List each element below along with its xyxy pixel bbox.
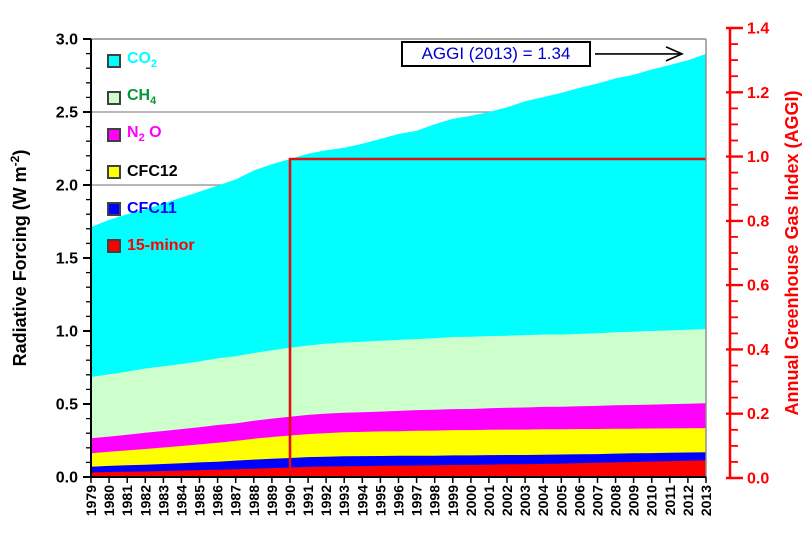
x-axis-tick-label: 1987 [228, 485, 244, 516]
x-axis-tick-label: 2011 [662, 485, 678, 516]
chart-legend: CO2 CH4 N2 O CFC12 CFC11 15-minor [107, 42, 195, 264]
x-axis-tick-label: 1992 [318, 485, 334, 516]
legend-item-co2: CO2 [107, 42, 195, 79]
y-axis-tick-label: 0.0 [56, 470, 78, 487]
x-axis-tick-label: 2005 [553, 485, 569, 516]
x-axis-tick-label: 1985 [192, 485, 208, 516]
x-axis-tick-label: 2000 [463, 485, 479, 516]
area-15-minor [91, 460, 706, 477]
aggi-annotation-text: AGGI (2013) = 1.34 [421, 44, 571, 63]
x-axis-tick-label: 1989 [264, 485, 280, 516]
x-axis-tick-label: 1998 [427, 485, 443, 516]
legend-swatch-cfc12 [107, 164, 121, 179]
x-axis-tick-label: 1986 [210, 485, 226, 516]
x-axis-tick-label: 1997 [409, 485, 425, 516]
x-axis-tick-label: 1980 [101, 485, 117, 516]
legend-label-ch4: CH4 [127, 86, 157, 108]
legend-item-cfc11: CFC11 [107, 190, 195, 227]
right-axis-tick-label: 0.2 [747, 406, 769, 423]
x-axis-tick-label: 1981 [119, 485, 135, 516]
x-axis-tick-label: 1983 [155, 485, 171, 516]
legend-swatch-15-minor [107, 238, 121, 253]
right-axis-tick-label: 1.0 [747, 149, 769, 166]
legend-swatch-co2 [107, 53, 121, 68]
legend-item-n2o: N2 O [107, 116, 195, 153]
y-axis-tick-label: 2.0 [56, 178, 78, 195]
x-axis-tick-label: 1994 [354, 485, 370, 516]
x-axis-tick-label: 1988 [246, 485, 262, 516]
x-axis-tick-label: 1995 [372, 485, 388, 516]
y-axis-tick-label: 2.5 [56, 105, 78, 122]
legend-label-co2: CO2 [127, 49, 158, 71]
y-axis-tick-label: 1.0 [56, 324, 78, 341]
aggi-annotation-box: AGGI (2013) = 1.34 [401, 41, 591, 67]
x-axis-tick-label: 2002 [499, 485, 515, 516]
x-axis-tick-label: 2012 [680, 485, 696, 516]
right-axis-tick-label: 0.0 [747, 471, 769, 488]
x-axis-tick-label: 2008 [608, 485, 624, 516]
legend-swatch-ch4 [107, 90, 121, 105]
legend-label-15-minor: 15-minor [127, 236, 195, 254]
legend-label-n2o: N2 O [127, 123, 162, 145]
aggi-reference-line [288, 157, 706, 473]
x-axis-tick-label: 2006 [571, 485, 587, 516]
x-axis-tick-label: 1984 [173, 485, 189, 516]
x-axis-tick-label: 1996 [391, 485, 407, 516]
x-axis-tick-label: 1999 [445, 485, 461, 516]
legend-label-cfc11: CFC11 [127, 199, 177, 217]
legend-swatch-cfc11 [107, 201, 121, 216]
x-axis-tick-label: 1993 [336, 485, 352, 516]
right-axis-tick-label: 0.6 [747, 278, 769, 295]
legend-item-cfc12: CFC12 [107, 153, 195, 190]
x-axis-tick-label: 2001 [481, 485, 497, 516]
x-axis-tick-label: 1990 [282, 485, 298, 516]
x-axis-tick-label: 1982 [137, 485, 153, 516]
y-axis-title: Radiative Forcing (W m-2) [8, 150, 30, 367]
x-axis-tick-label: 2010 [644, 485, 660, 516]
legend-swatch-n2o [107, 127, 121, 142]
right-axis-tick-label: 0.4 [747, 342, 769, 359]
x-axis-tick-label: 2013 [698, 485, 714, 516]
legend-label-cfc12: CFC12 [127, 162, 178, 180]
y-axis-tick-label: 3.0 [56, 32, 78, 49]
right-axis-title: Annual Greenhouse Gas Index (AGGI) [782, 90, 802, 415]
right-axis-tick-label: 1.4 [747, 21, 769, 38]
annotation-arrow-head [665, 46, 684, 62]
x-axis-tick-label: 1979 [83, 485, 99, 516]
right-axis-tick-label: 0.8 [747, 213, 769, 230]
y-axis-tick-label: 0.5 [56, 397, 78, 414]
legend-item-15-minor: 15-minor [107, 227, 195, 264]
y-axis-tick-label: 1.5 [56, 251, 78, 268]
x-axis-tick-label: 2003 [517, 485, 533, 516]
x-axis-tick-label: 2009 [626, 485, 642, 516]
x-axis-tick-label: 2007 [590, 485, 606, 516]
x-axis-tick-label: 2004 [535, 485, 551, 516]
right-axis-tick-label: 1.2 [747, 85, 769, 102]
legend-item-ch4: CH4 [107, 79, 195, 116]
x-axis-tick-label: 1991 [300, 485, 316, 516]
